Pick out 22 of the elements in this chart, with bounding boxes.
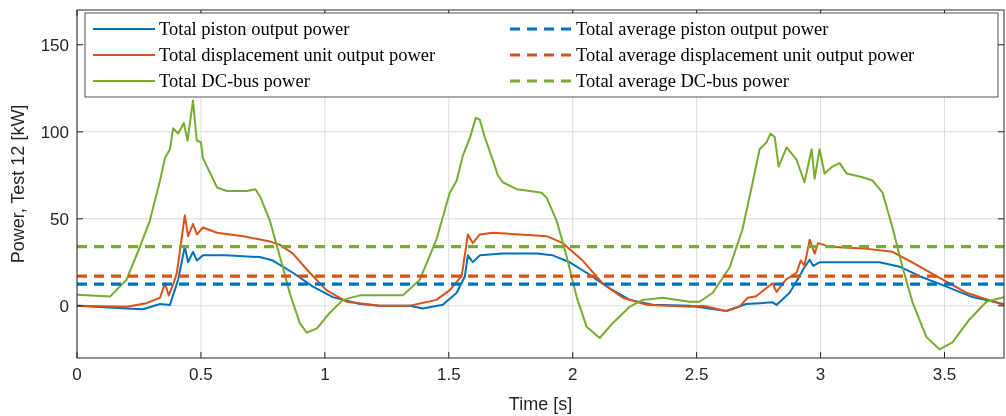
x-tick-label: 0 (72, 365, 82, 384)
legend-label: Total average piston output power (576, 19, 829, 39)
x-tick-label: 0.5 (189, 365, 213, 384)
legend-label: Total DC-bus power (159, 71, 310, 91)
y-tick-label: 150 (40, 35, 69, 55)
legend-label: Total average displacement unit output power (576, 45, 915, 65)
x-tick-label: 1 (320, 365, 330, 384)
x-tick-label: 3.5 (932, 365, 957, 384)
x-tick-label: 2.5 (684, 365, 709, 384)
y-axis-title: Power, Test 12 [kW] (8, 104, 28, 264)
legend-label: Total displacement unit output power (159, 45, 436, 65)
x-axis-title: Time [s] (508, 394, 573, 414)
line-series (77, 99, 1004, 351)
x-tick-label: 1.5 (436, 365, 461, 384)
x-tick-label: 2 (567, 365, 578, 384)
line-series (77, 214, 1004, 313)
legend-label: Total average DC-bus power (576, 71, 789, 91)
legend-label: Total piston output power (159, 19, 350, 39)
y-tick-label: 50 (50, 209, 69, 229)
x-tick-label: 3 (815, 365, 826, 384)
y-tick-label: 0 (59, 296, 69, 316)
y-tick-label: 100 (40, 122, 69, 142)
